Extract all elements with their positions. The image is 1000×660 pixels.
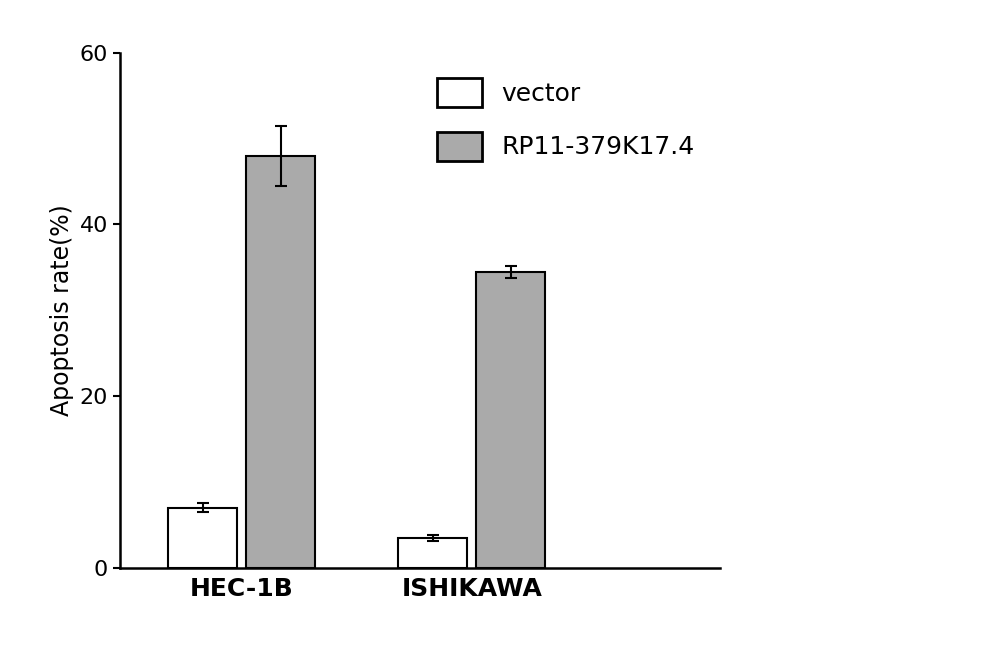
Bar <box>168 508 237 568</box>
Legend: vector, RP11-379K17.4: vector, RP11-379K17.4 <box>424 65 708 173</box>
Bar <box>398 537 467 568</box>
Y-axis label: Apoptosis rate(%): Apoptosis rate(%) <box>50 205 74 416</box>
Bar <box>476 271 545 568</box>
Bar <box>246 156 315 568</box>
